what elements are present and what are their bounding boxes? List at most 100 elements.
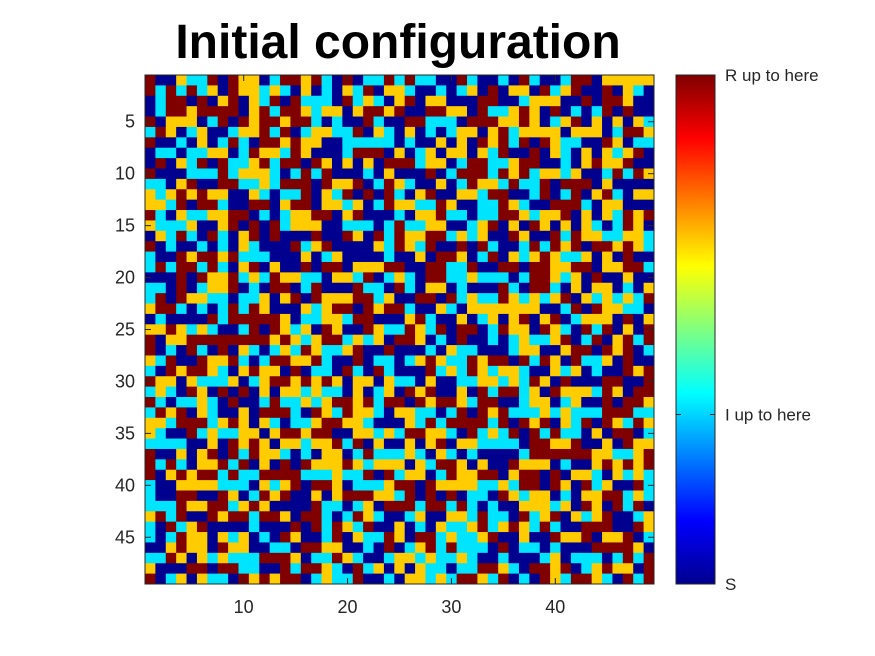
heatmap-cell: [394, 355, 406, 367]
heatmap-cell: [363, 282, 374, 294]
heatmap-cell: [238, 85, 250, 97]
heatmap-cell: [518, 552, 530, 564]
heatmap-cell: [467, 293, 478, 304]
heatmap-cell: [321, 490, 333, 502]
heatmap-cell: [404, 272, 416, 284]
heatmap-cell: [415, 251, 426, 263]
heatmap-cell: [425, 334, 437, 346]
heatmap-cell: [602, 199, 613, 211]
heatmap-cell: [477, 251, 489, 263]
heatmap-cell: [581, 220, 593, 232]
heatmap-cell: [539, 95, 551, 107]
heatmap-cell: [165, 428, 177, 439]
heatmap-cell: [311, 563, 322, 574]
heatmap-cell: [404, 313, 416, 325]
heatmap-cell: [238, 282, 250, 294]
heatmap-cell: [643, 469, 655, 481]
heatmap-cell: [196, 95, 208, 107]
heatmap-cell: [612, 365, 624, 377]
heatmap-cell: [259, 126, 271, 138]
heatmap-cell: [550, 126, 561, 138]
heatmap-cell: [581, 199, 593, 211]
colorbar-tick-label: I up to here: [725, 406, 811, 425]
heatmap-cell: [311, 438, 322, 450]
heatmap-cell: [487, 428, 499, 439]
heatmap-cell: [591, 417, 603, 429]
heatmap-cell: [300, 365, 312, 377]
heatmap-cell: [196, 282, 208, 294]
heatmap-cell: [280, 500, 291, 512]
heatmap-cell: [331, 147, 343, 159]
heatmap-cell: [176, 376, 187, 387]
heatmap-cell: [383, 386, 395, 398]
heatmap-cell: [643, 251, 655, 263]
heatmap-cell: [373, 521, 385, 533]
heatmap-cell: [280, 272, 291, 284]
x-axis: 10 20 30 40: [234, 75, 565, 617]
heatmap-cell: [331, 230, 343, 242]
heatmap-cell: [633, 199, 644, 211]
heatmap-cell: [145, 137, 156, 149]
heatmap-cell: [612, 334, 624, 346]
heatmap-cell: [487, 490, 499, 502]
heatmap-cell: [529, 178, 541, 190]
heatmap-cell: [228, 521, 239, 533]
heatmap-cell: [550, 563, 561, 574]
heatmap-cell: [435, 251, 447, 263]
heatmap-cell: [415, 230, 426, 242]
heatmap-cell: [591, 355, 603, 367]
heatmap-cell: [176, 199, 187, 211]
heatmap-cell: [498, 230, 509, 242]
heatmap-cell: [435, 459, 447, 471]
heatmap-cell: [290, 521, 302, 533]
heatmap-cell: [352, 199, 364, 211]
heatmap-cell: [581, 210, 593, 221]
heatmap-cell: [269, 147, 281, 159]
heatmap-cell: [238, 511, 250, 523]
heatmap-cell: [622, 116, 634, 128]
heatmap-cell: [539, 106, 551, 117]
heatmap-cell: [560, 241, 572, 252]
heatmap-cell: [280, 417, 291, 429]
heatmap-cell: [373, 428, 385, 439]
heatmap-cell: [248, 293, 260, 304]
heatmap-cell: [290, 365, 302, 377]
heatmap-cell: [487, 230, 499, 242]
heatmap-cell: [259, 220, 271, 232]
heatmap-cell: [477, 147, 489, 159]
heatmap-cell: [570, 189, 582, 201]
heatmap-cell: [311, 303, 322, 315]
heatmap-cell: [602, 303, 613, 315]
heatmap-cell: [352, 500, 364, 512]
heatmap-cell: [207, 95, 219, 107]
heatmap-cell: [560, 345, 572, 356]
heatmap-cell: [415, 480, 426, 491]
heatmap-cell: [383, 573, 395, 585]
heatmap-cell: [176, 303, 187, 315]
heatmap-cell: [290, 334, 302, 346]
heatmap-cell: [425, 210, 437, 221]
heatmap-cell: [228, 261, 239, 273]
heatmap-cell: [238, 386, 250, 398]
heatmap-cell: [435, 511, 447, 523]
heatmap-cell: [394, 126, 406, 138]
heatmap-cell: [155, 417, 167, 429]
heatmap-cell: [498, 282, 509, 294]
heatmap-cell: [373, 137, 385, 149]
heatmap-cell: [342, 397, 354, 408]
heatmap-cell: [176, 573, 187, 585]
heatmap-cell: [508, 428, 520, 439]
heatmap-cell: [498, 397, 509, 408]
heatmap-cell: [373, 355, 385, 367]
heatmap-cell: [643, 355, 655, 367]
heatmap-cell: [602, 573, 613, 585]
heatmap-cell: [300, 85, 312, 97]
heatmap-cell: [477, 241, 489, 252]
heatmap-cell: [602, 158, 613, 169]
heatmap-cell: [477, 438, 489, 450]
heatmap-cell: [342, 158, 354, 169]
heatmap-cell: [311, 480, 322, 491]
heatmap-cell: [300, 282, 312, 294]
heatmap-cell: [435, 438, 447, 450]
heatmap-cell: [446, 376, 457, 387]
